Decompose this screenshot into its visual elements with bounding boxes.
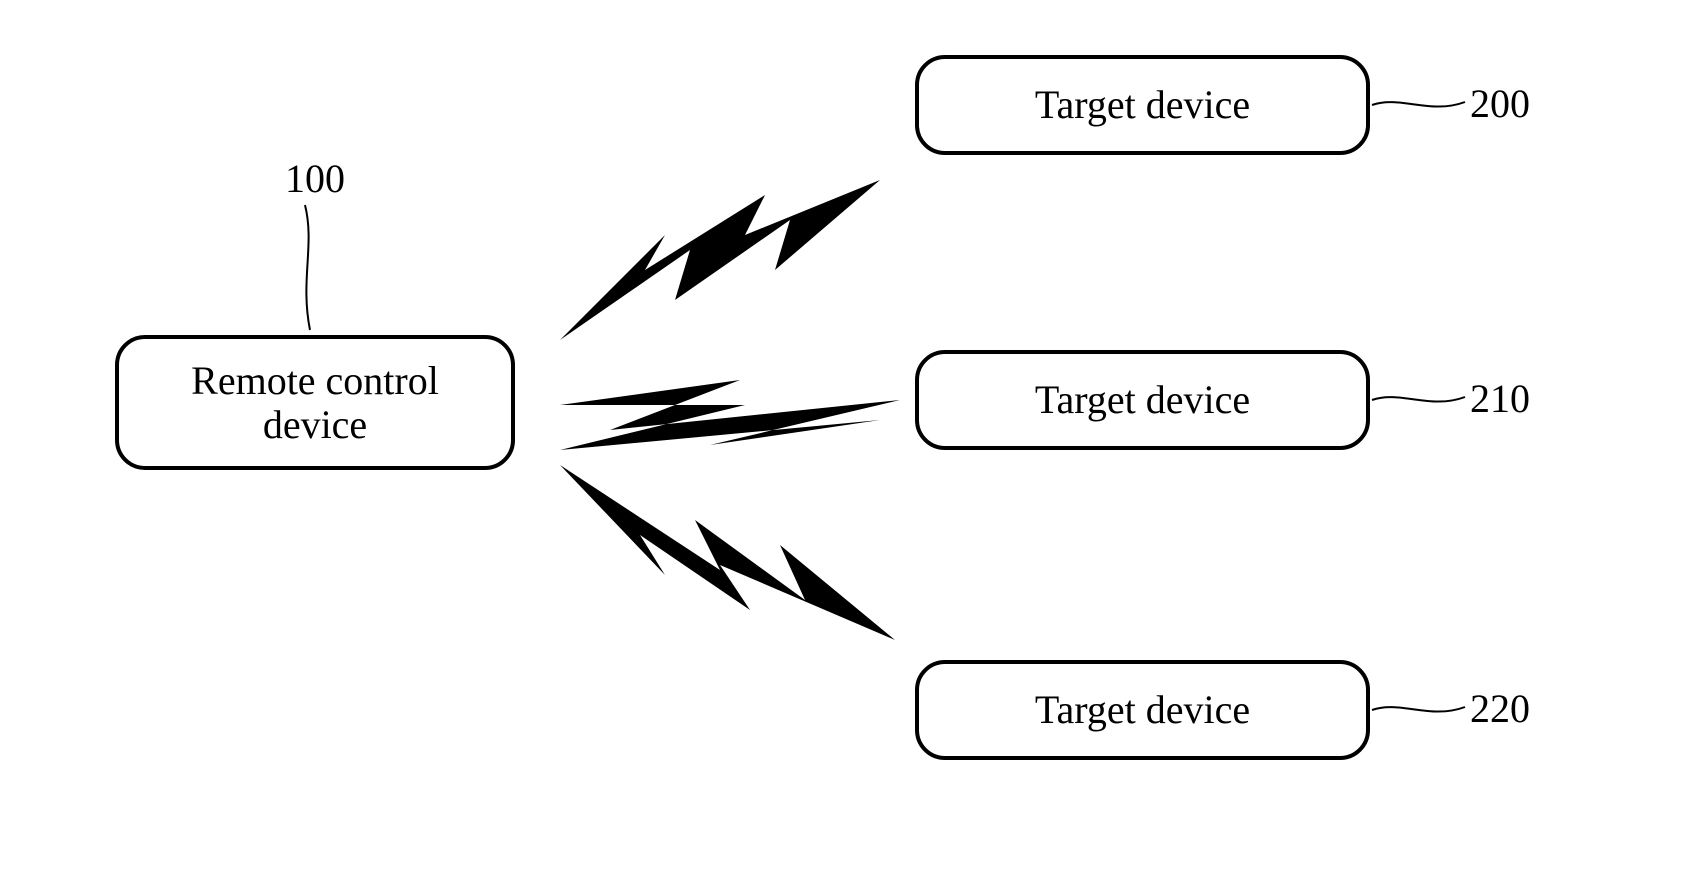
node-remote-control-device: Remote control device [115,335,515,470]
node-target2-label: Target device [1035,378,1250,422]
ref-label-100: 100 [285,155,345,202]
leader-target3 [1372,707,1465,712]
leader-remote [305,205,310,330]
diagram-stage: Remote control device Target device Targ… [0,0,1686,882]
bolt-to-target1 [560,180,880,340]
node-target-device-2: Target device [915,350,1370,450]
ref-label-200: 200 [1470,80,1530,127]
ref-label-210: 210 [1470,375,1530,422]
node-target-device-3: Target device [915,660,1370,760]
node-remote-label-line2: device [263,402,367,447]
leader-target1 [1372,102,1465,107]
node-target1-label: Target device [1035,83,1250,127]
node-target-device-1: Target device [915,55,1370,155]
node-remote-label-line1: Remote control [191,358,439,403]
bolt-to-target3 [560,465,895,640]
leader-target2 [1372,397,1465,402]
bolt-to-target2 [560,380,900,450]
node-target3-label: Target device [1035,688,1250,732]
ref-label-220: 220 [1470,685,1530,732]
